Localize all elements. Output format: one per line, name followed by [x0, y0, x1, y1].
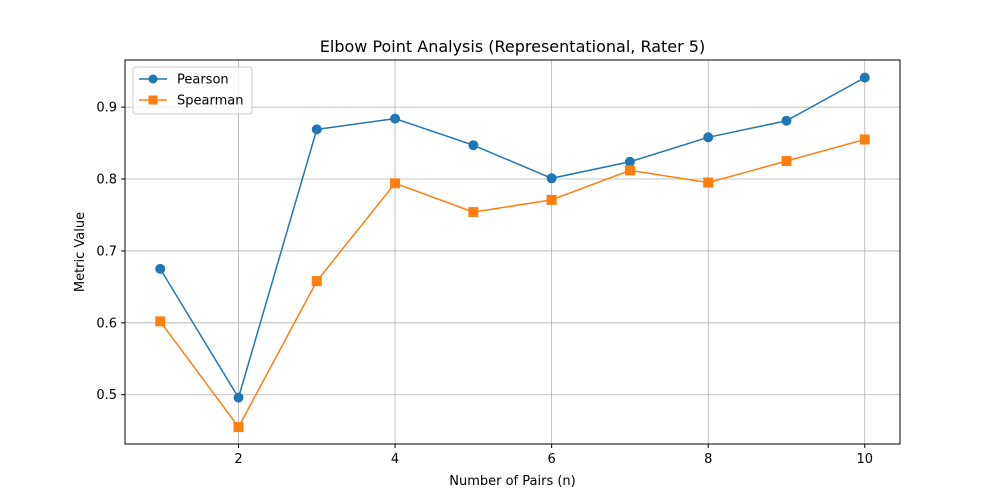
data-point-spearman: [468, 207, 479, 218]
x-tick-label: 2: [234, 452, 242, 467]
data-point-spearman: [546, 194, 557, 205]
series-spearman: [155, 134, 870, 433]
axis-ticks: 2 4 6 8 10 0.5 0.6 0.7 0.8 0.9: [96, 101, 873, 467]
y-tick-label: 0.6: [96, 316, 117, 331]
data-point-pearson: [781, 115, 792, 126]
chart-title: Elbow Point Analysis (Representational, …: [320, 37, 705, 56]
data-point-spearman: [311, 276, 322, 287]
data-point-spearman: [703, 177, 714, 188]
legend-item-pearson: Pearson: [139, 73, 229, 88]
data-point-spearman: [390, 178, 401, 189]
legend-item-spearman: Spearman: [139, 94, 243, 109]
data-point-pearson: [468, 140, 479, 151]
legend-label: Spearman: [177, 94, 243, 109]
series-layer: [155, 72, 870, 433]
data-point-pearson: [624, 156, 635, 167]
data-point-spearman: [155, 316, 166, 327]
x-tick-label: 10: [856, 452, 873, 467]
plot-frame: [124, 59, 901, 445]
grid-lines: [125, 60, 900, 444]
x-tick-label: 4: [391, 452, 399, 467]
series-line-pearson: [159, 76, 866, 400]
series-pearson: [155, 72, 870, 403]
data-point-pearson: [390, 113, 401, 124]
x-tick-label: 8: [704, 452, 712, 467]
data-point-pearson: [546, 173, 557, 184]
data-point-pearson: [311, 124, 322, 135]
y-tick-label: 0.5: [96, 388, 117, 403]
series-line-spearman: [159, 138, 865, 429]
data-point-pearson: [155, 263, 166, 274]
y-tick-label: 0.9: [96, 101, 117, 116]
data-point-spearman: [624, 165, 635, 176]
legend-marker: [148, 95, 158, 105]
data-point-spearman: [859, 134, 870, 145]
data-point-pearson: [859, 72, 870, 83]
data-point-pearson: [233, 392, 244, 403]
data-point-spearman: [233, 422, 244, 433]
legend-label: Pearson: [177, 73, 229, 88]
legend: Pearson Spearman: [132, 66, 253, 115]
y-tick-label: 0.8: [96, 173, 117, 188]
data-point-pearson: [703, 132, 714, 143]
y-axis-label: Metric Value: [73, 212, 88, 292]
data-point-spearman: [781, 156, 792, 167]
y-tick-label: 0.7: [96, 244, 117, 259]
x-axis-label: Number of Pairs (n): [449, 474, 575, 489]
x-tick-label: 6: [548, 452, 556, 467]
legend-marker: [148, 74, 158, 84]
